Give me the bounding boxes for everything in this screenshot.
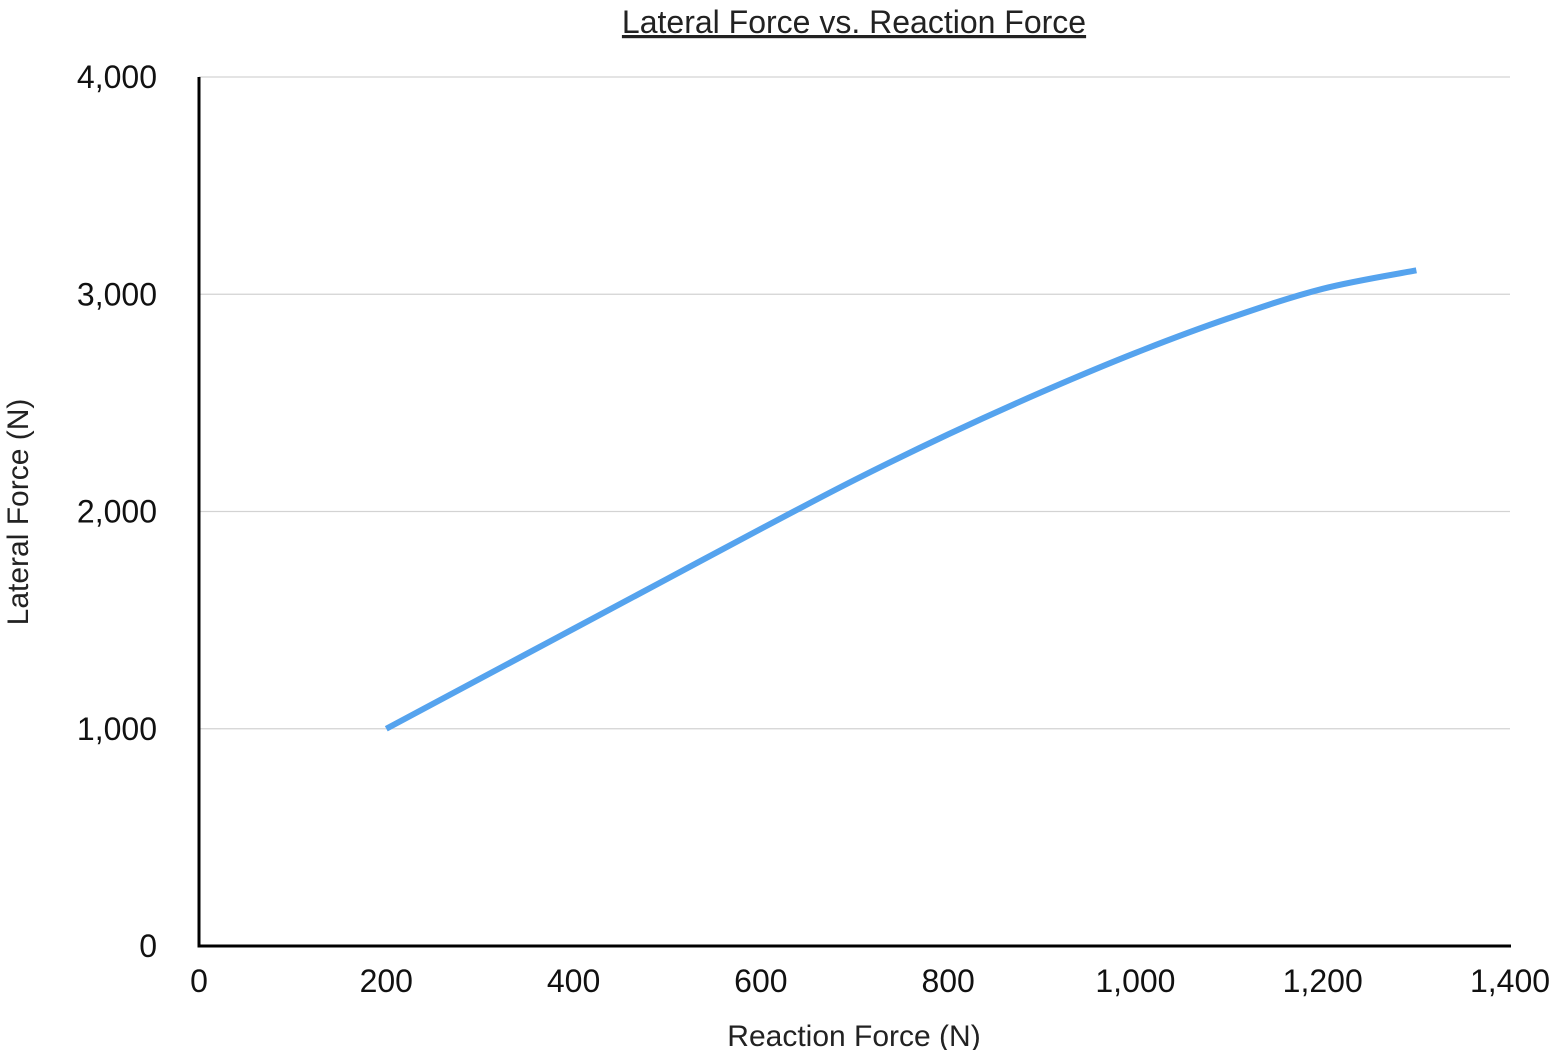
- series-line-0: [384, 267, 1417, 732]
- x-tick-label-3: 600: [734, 963, 787, 999]
- gridlines: [199, 76, 1510, 730]
- axes: [197, 77, 1511, 948]
- tick-labels: 0 1,000 2,000 3,000 4,000 0 200 400 600 800 1,000 1…: [77, 59, 1550, 999]
- y-tick-label-0: 0: [139, 928, 157, 964]
- x-tick-label-5: 1,000: [1095, 963, 1175, 999]
- y-tick-label-4: 4,000: [77, 59, 157, 95]
- chart-title: Lateral Force vs. Reaction Force: [622, 4, 1086, 40]
- x-tick-label-2: 400: [547, 963, 600, 999]
- x-tick-label-6: 1,200: [1283, 963, 1363, 999]
- series-layer: [384, 267, 1417, 732]
- x-tick-label-4: 800: [921, 963, 974, 999]
- x-tick-label-0: 0: [190, 963, 208, 999]
- y-axis-title: Lateral Force (N): [2, 399, 35, 626]
- y-tick-label-1: 1,000: [77, 711, 157, 747]
- x-axis-title: Reaction Force (N): [727, 1020, 980, 1050]
- x-tick-label-1: 200: [360, 963, 413, 999]
- y-tick-label-2: 2,000: [77, 494, 157, 530]
- x-tick-label-7: 1,400: [1470, 963, 1550, 999]
- y-tick-label-3: 3,000: [77, 276, 157, 312]
